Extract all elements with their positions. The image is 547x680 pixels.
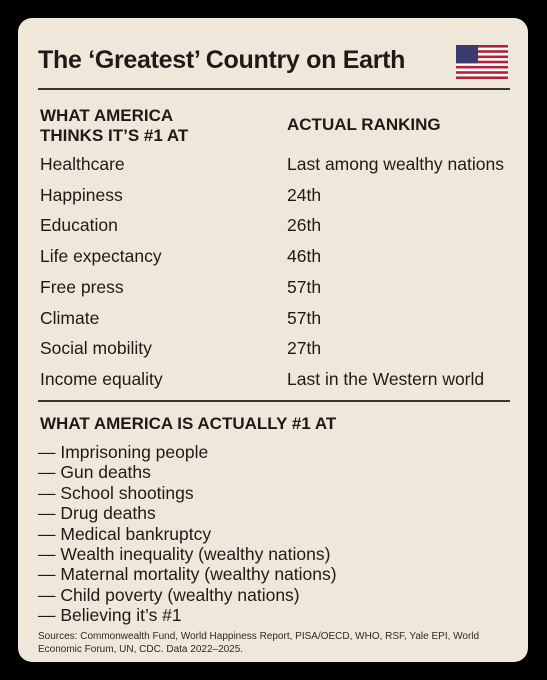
ranking: Last in the Western world (287, 368, 485, 389)
list-item: — Drug deaths (38, 503, 156, 524)
ranking: 27th (287, 338, 322, 359)
topic: Healthcare (40, 154, 125, 174)
list-item: — Child poverty (wealthy nations) (38, 584, 300, 605)
topic: Climate (40, 307, 100, 328)
topic: Life expectancy (40, 246, 162, 267)
topic: Income equality (40, 368, 163, 389)
list-item: — Medical bankruptcy (38, 523, 212, 544)
list-item: — Imprisoning people (38, 442, 209, 462)
list-item: — School shootings (38, 482, 194, 503)
ranking: 57th (287, 276, 322, 297)
divider (38, 400, 510, 402)
topic: Social mobility (40, 338, 152, 359)
ranking: 24th (287, 184, 322, 205)
list-item: — Maternal mortality (wealthy nations) (38, 564, 337, 585)
column-header: ACTUAL RANKING (287, 115, 441, 134)
topic: Free press (40, 276, 124, 297)
topic: Happiness (40, 184, 123, 205)
ranking: 57th (287, 307, 322, 328)
ranking: Last among wealthy nations (287, 154, 504, 174)
flag (456, 45, 508, 79)
card: The ‘Greatest’ Country on Earth Sources:… (18, 18, 528, 662)
ranking: 26th (287, 215, 322, 236)
sources: Sources: Commonwealth Fund, World Happin… (38, 631, 480, 655)
list-item: — Wealth inequality (wealthy nations) (38, 544, 331, 564)
title: The ‘Greatest’ Country on Earth (38, 46, 406, 74)
list-item: — Believing it’s #1 (38, 605, 182, 626)
column-header: WHAT AMERICA THINKS IT’S #1 AT (40, 106, 189, 145)
divider (38, 88, 510, 90)
list-item: — Gun deaths (38, 462, 151, 483)
topic: Education (40, 215, 118, 236)
section-heading: WHAT AMERICA IS ACTUALLY #1 AT (40, 414, 337, 433)
ranking: 46th (287, 246, 322, 267)
